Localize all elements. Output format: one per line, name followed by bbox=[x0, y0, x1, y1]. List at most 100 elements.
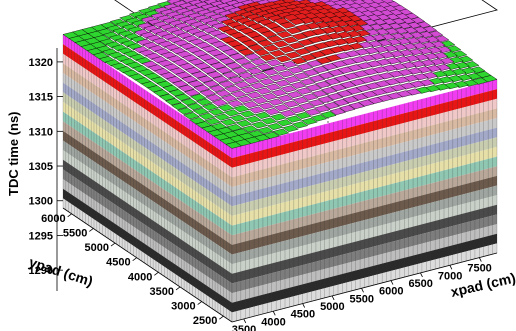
top-cell bbox=[272, 128, 290, 136]
top-cell bbox=[293, 72, 310, 80]
top-cell bbox=[291, 33, 309, 40]
top-cell bbox=[285, 27, 303, 35]
x-tick bbox=[272, 311, 276, 316]
top-cell bbox=[258, 102, 275, 110]
top-cell bbox=[209, 85, 226, 92]
top-cell bbox=[239, 110, 256, 118]
z-tick bbox=[110, 242, 116, 247]
top-cell bbox=[305, 84, 322, 92]
y-tick-label: 1315 bbox=[29, 92, 53, 104]
top-cell bbox=[190, 71, 208, 79]
x-tick-label: 4000 bbox=[261, 316, 285, 328]
top-cell bbox=[282, 124, 299, 132]
top-cell bbox=[183, 112, 200, 120]
top-cell bbox=[329, 108, 347, 116]
top-cell bbox=[327, 69, 345, 77]
x-tick-label: 3500 bbox=[232, 324, 256, 331]
top-cell bbox=[214, 113, 231, 121]
top-cell bbox=[333, 99, 350, 107]
top-cell bbox=[206, 71, 223, 79]
top-cell bbox=[261, 93, 279, 101]
top-cell bbox=[246, 67, 264, 75]
top-cell bbox=[229, 114, 247, 122]
top-cell bbox=[211, 99, 229, 107]
x-tick bbox=[478, 257, 482, 262]
top-cell bbox=[257, 39, 274, 47]
top-cell bbox=[270, 26, 287, 34]
z-tick-label: 3000 bbox=[171, 301, 195, 313]
top-cell bbox=[165, 98, 182, 106]
x-tick-label: 7500 bbox=[467, 263, 491, 275]
top-cell bbox=[351, 93, 369, 101]
top-cell bbox=[302, 69, 320, 77]
top-cell bbox=[289, 106, 306, 114]
top-cell bbox=[252, 72, 270, 80]
top-cell bbox=[339, 81, 357, 89]
top-cell bbox=[240, 62, 258, 70]
top-cell bbox=[255, 87, 272, 95]
y-axis-title: TDC time (ns) bbox=[6, 112, 21, 197]
top-cell bbox=[285, 115, 303, 123]
top-cell bbox=[291, 121, 309, 129]
top-cell bbox=[266, 35, 284, 43]
top-cell bbox=[306, 60, 323, 67]
top-cell bbox=[240, 86, 257, 94]
x-tick bbox=[420, 272, 423, 278]
top-cell bbox=[228, 53, 246, 61]
top-cell bbox=[209, 62, 227, 70]
top-cell bbox=[260, 30, 278, 38]
x-tick-label: 4500 bbox=[291, 309, 315, 321]
top-cell bbox=[259, 54, 277, 62]
top-cell bbox=[249, 82, 266, 90]
top-cell bbox=[276, 119, 293, 127]
x-tick bbox=[361, 288, 364, 293]
top-cell bbox=[308, 75, 326, 83]
y-tick-label: 1290 bbox=[29, 265, 53, 277]
top-cell bbox=[177, 107, 194, 115]
top-cell bbox=[192, 107, 210, 115]
top-cell bbox=[212, 75, 229, 83]
top-cell bbox=[265, 59, 283, 67]
top-cell bbox=[309, 51, 327, 59]
top-cell bbox=[248, 106, 266, 114]
top-cell bbox=[180, 98, 198, 106]
top-cell bbox=[200, 66, 217, 74]
top-cell bbox=[283, 76, 301, 84]
top-cell bbox=[171, 80, 189, 88]
top-cell bbox=[318, 72, 335, 79]
top-cell bbox=[288, 18, 306, 26]
top-cell bbox=[260, 117, 278, 125]
top-cell bbox=[326, 93, 344, 101]
top-cell bbox=[308, 99, 325, 107]
top-cell bbox=[345, 87, 363, 95]
x-tick bbox=[449, 265, 453, 270]
top-cell bbox=[205, 94, 223, 102]
top-cell bbox=[297, 38, 315, 46]
top-cell bbox=[287, 66, 304, 74]
top-cell bbox=[238, 48, 255, 56]
top-cell bbox=[281, 60, 298, 68]
top-cell bbox=[217, 104, 235, 112]
top-cell bbox=[253, 48, 271, 56]
top-cell bbox=[288, 42, 305, 50]
top-cell bbox=[251, 121, 268, 129]
x-tick bbox=[390, 280, 394, 285]
top-cell bbox=[324, 78, 341, 86]
top-cell bbox=[202, 103, 219, 111]
top-cell bbox=[271, 89, 288, 97]
z-tick-label: 4500 bbox=[106, 257, 130, 269]
top-cell bbox=[280, 85, 297, 93]
y-tick-label: 1320 bbox=[29, 57, 53, 69]
top-cell bbox=[307, 36, 324, 44]
top-cell bbox=[252, 97, 269, 105]
top-cell bbox=[330, 84, 347, 92]
top-cell bbox=[247, 44, 265, 52]
top-cell bbox=[159, 93, 176, 101]
top-cell bbox=[295, 87, 313, 95]
top-cell bbox=[204, 117, 222, 125]
top-cell bbox=[296, 63, 314, 71]
top-cell bbox=[320, 87, 338, 95]
z-tick-label: 6000 bbox=[41, 213, 65, 225]
top-cell bbox=[220, 118, 237, 126]
x-tick bbox=[243, 318, 247, 324]
